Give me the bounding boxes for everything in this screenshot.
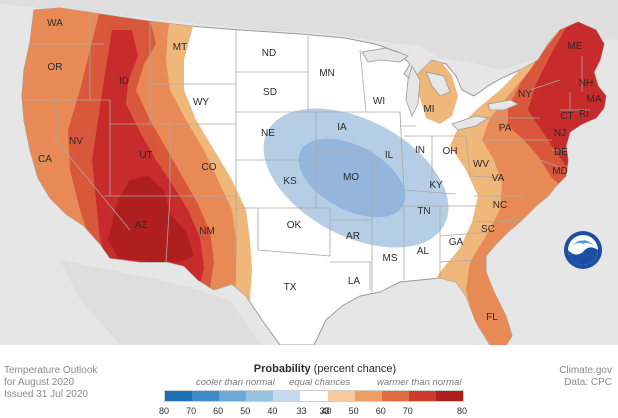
state-label-or: OR (48, 62, 63, 73)
state-label-mi: MI (423, 104, 434, 115)
state-label-sd: SD (263, 87, 277, 98)
legend-tick: 80 (158, 406, 169, 416)
legend-title-bold: Probability (253, 363, 311, 375)
state-label-ky: KY (429, 180, 443, 191)
state-label-tn: TN (417, 206, 430, 217)
state-label-ri: RI (579, 109, 589, 120)
state-label-wi: WI (373, 96, 385, 107)
outlook-map: WA OR CA NV ID MT WY UT AZ CO NM ND SD NE KS OK TX MN IA MO… (0, 0, 618, 345)
legend-swatch (381, 391, 410, 401)
state-label-ny: NY (518, 89, 532, 100)
state-label-ut: UT (139, 150, 152, 161)
central-below-40 (298, 138, 406, 218)
state-label-al: AL (417, 246, 430, 257)
state-label-az: AZ (135, 220, 148, 231)
state-label-nj: NJ (554, 128, 566, 139)
state-label-co: CO (202, 162, 217, 173)
legend-tick: 60 (213, 406, 224, 416)
state-label-va: VA (492, 173, 505, 184)
state-label-sc: SC (481, 224, 495, 235)
state-label-nh: NH (579, 78, 593, 89)
legend-swatch (327, 391, 356, 401)
state-label-ia: IA (337, 122, 347, 133)
state-label-in: IN (415, 145, 425, 156)
state-label-ks: KS (283, 176, 297, 187)
southwest-above-70 (108, 176, 194, 262)
state-label-oh: OH (443, 146, 458, 157)
legend-tick: 40 (321, 406, 332, 416)
legend-tick: 70 (186, 406, 197, 416)
state-label-wv: WV (473, 159, 489, 170)
legend-swatch (273, 391, 301, 401)
legend-swatch (192, 391, 220, 401)
state-label-ne: NE (261, 128, 275, 139)
legend-swatch (219, 391, 247, 401)
noaa-logo-text: NOAA (576, 237, 591, 243)
state-label-ma: MA (587, 94, 602, 105)
state-label-wa: WA (47, 18, 63, 29)
legend-title: Probability (percent chance) (218, 363, 432, 375)
caption-period: for August 2020 (4, 377, 75, 388)
legend-color-bar (164, 390, 464, 402)
noaa-logo[interactable]: NOAA (564, 231, 602, 269)
state-label-mt: MT (173, 42, 187, 53)
state-label-pa: PA (499, 123, 512, 134)
legend-cooler: cooler than normal (196, 377, 275, 388)
great-lakes (361, 47, 519, 131)
legend-swatch (354, 391, 383, 401)
state-label-fl: FL (486, 312, 498, 323)
state-label-me: ME (568, 41, 583, 52)
credit-site[interactable]: Climate.gov (559, 365, 612, 376)
state-label-tx: TX (284, 282, 297, 293)
credit-source: Data: CPC (564, 377, 612, 388)
state-label-nv: NV (69, 136, 83, 147)
state-borders (22, 12, 590, 292)
noaa-logo-wave (568, 247, 598, 265)
state-labels: WA OR CA NV ID MT WY UT AZ CO NM ND SD NE KS OK TX MN IA MO… (38, 18, 602, 323)
caption-title: Temperature Outlook (4, 365, 98, 376)
state-label-ga: GA (449, 237, 464, 248)
legend-tick: 40 (267, 406, 278, 416)
legend-tick: 60 (375, 406, 386, 416)
legend-tick: 33 (319, 406, 330, 416)
legend-equal: equal chances (289, 377, 351, 388)
state-label-il: IL (385, 150, 394, 161)
legend-tick: 33 (296, 406, 307, 416)
legend-tick: 80 (456, 406, 467, 416)
state-label-md: MD (552, 166, 568, 177)
state-label-nc: NC (493, 200, 507, 211)
state-label-id: ID (119, 76, 129, 87)
state-label-ms: MS (383, 253, 398, 264)
legend-tick: 50 (348, 406, 359, 416)
state-label-ca: CA (38, 154, 52, 165)
legend-swatch (435, 391, 464, 401)
state-label-nm: NM (199, 226, 215, 237)
legend-tick: 70 (402, 406, 413, 416)
mexico-land (60, 260, 262, 345)
legend-swatch (300, 391, 329, 401)
state-label-mo: MO (343, 172, 359, 183)
state-label-de: DE (554, 147, 568, 158)
canada-land (0, 0, 618, 70)
caption-issued: Issued 31 Jul 2020 (4, 389, 88, 400)
legend-title-rest: (percent chance) (310, 363, 397, 375)
state-label-mn: MN (319, 68, 335, 79)
state-label-nd: ND (262, 48, 276, 59)
noaa-logo-bird (572, 240, 594, 246)
legend-tick: 50 (240, 406, 251, 416)
state-label-ar: AR (346, 231, 360, 242)
legend-swatch (408, 391, 437, 401)
legend-swatch (246, 391, 274, 401)
state-label-ct: CT (560, 111, 573, 122)
state-label-la: LA (348, 276, 361, 287)
legend-warmer: warmer than normal (377, 377, 462, 388)
footer: Temperature Outlook for August 2020 Issu… (0, 345, 618, 418)
legend-swatch (165, 391, 193, 401)
state-label-wy: WY (193, 97, 209, 108)
state-label-ok: OK (287, 220, 302, 231)
